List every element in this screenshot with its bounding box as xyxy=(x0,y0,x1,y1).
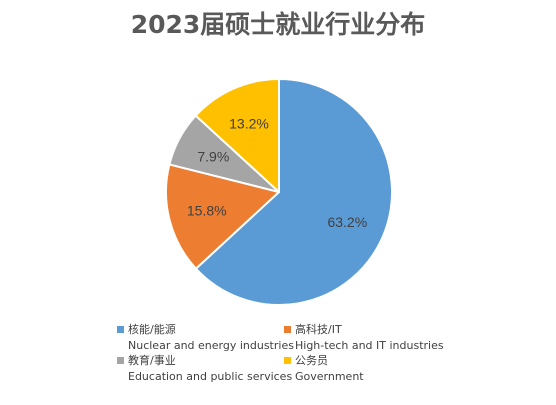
data-label-hightech-it: 15.8% xyxy=(187,202,227,218)
data-label-nuclear-energy: 63.2% xyxy=(327,214,367,230)
legend-swatch xyxy=(117,357,124,364)
legend-swatch xyxy=(284,326,291,333)
data-label-government: 13.2% xyxy=(229,116,269,132)
legend-label-cn: 公务员 xyxy=(295,354,328,367)
data-label-education: 7.9% xyxy=(197,149,229,165)
legend-swatch xyxy=(284,357,291,364)
legend-label-cn: 教育/事业 xyxy=(128,354,176,367)
chart-title: 2023届硕士就业行业分布 xyxy=(130,10,426,39)
pie-slice-hightech-it xyxy=(165,163,280,270)
pie-slice-nuclear-energy xyxy=(194,78,393,306)
pie-slice-government xyxy=(194,78,280,193)
legend: 核能/能源 Nuclear and energy industries 高科技/… xyxy=(117,323,447,385)
legend-label-en: Education and public services xyxy=(128,370,293,383)
legend-label-cn: 高科技/IT xyxy=(295,323,342,336)
legend-swatch xyxy=(117,326,124,333)
legend-label-en: Government xyxy=(295,370,364,383)
legend-label-en: High-tech and IT industries xyxy=(295,339,444,352)
legend-label-cn: 核能/能源 xyxy=(128,323,176,336)
legend-label-en: Nuclear and energy industries xyxy=(128,339,294,352)
